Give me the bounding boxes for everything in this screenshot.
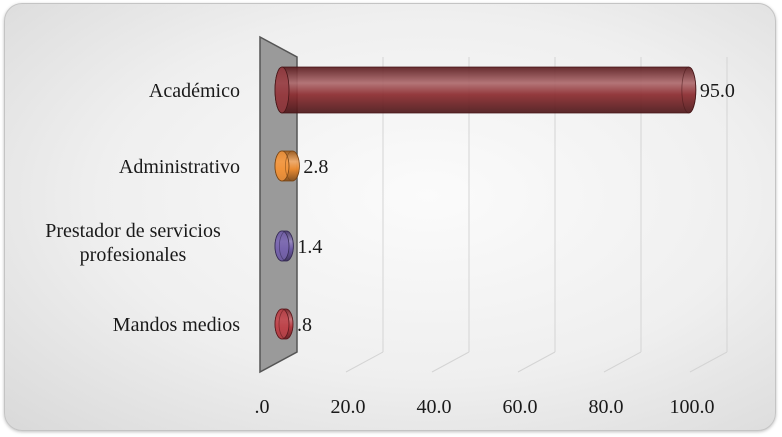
- bar-body: [274, 66, 697, 114]
- category-label: Prestador de servicios: [45, 220, 221, 242]
- gridline-floor: [431, 351, 470, 373]
- bar: [274, 150, 300, 182]
- gridline-floor: [517, 351, 556, 373]
- data-labels: 95.0 2.8 1.4 .8: [297, 80, 735, 336]
- x-tick-label: 100.0: [670, 396, 715, 418]
- bars: [274, 66, 697, 340]
- bar: [274, 66, 697, 114]
- x-tick-label: .0: [255, 396, 270, 418]
- gridline-floor: [345, 351, 384, 373]
- gridline-floor: [689, 351, 728, 373]
- category-label: Mandos medios: [113, 314, 240, 336]
- data-label: .8: [297, 314, 312, 336]
- data-label: 95.0: [700, 80, 735, 102]
- category-label: Académico: [149, 80, 240, 102]
- bar-end: [681, 66, 697, 114]
- bar-cap: [274, 150, 290, 182]
- x-axis-tick-labels: .0 20.0 40.0 60.0 80.0 100.0: [255, 396, 715, 418]
- bar: [274, 230, 294, 262]
- gridline-floor: [603, 351, 642, 373]
- bar-cap: [274, 308, 290, 340]
- data-label: 2.8: [303, 156, 328, 178]
- category-labels: Académico Administrativo Prestador de serv…: [45, 80, 240, 336]
- bar-cap: [274, 230, 290, 262]
- bar-end: [278, 308, 294, 340]
- x-tick-label: 20.0: [331, 396, 366, 418]
- x-tick-label: 80.0: [589, 396, 624, 418]
- category-label: Administrativo: [119, 156, 240, 178]
- side-wall: [259, 35, 298, 374]
- bar-end: [284, 150, 300, 182]
- bar: [274, 308, 294, 340]
- x-tick-label: 60.0: [503, 396, 538, 418]
- data-label: 1.4: [297, 236, 322, 258]
- bar-end: [278, 230, 294, 262]
- bar-cap: [274, 66, 290, 114]
- category-label: profesionales: [80, 244, 187, 266]
- x-tick-label: 40.0: [417, 396, 452, 418]
